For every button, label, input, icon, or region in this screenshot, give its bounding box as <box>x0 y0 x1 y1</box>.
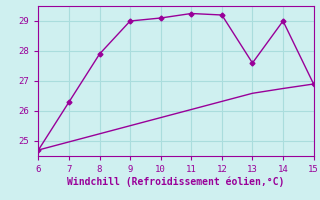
X-axis label: Windchill (Refroidissement éolien,°C): Windchill (Refroidissement éolien,°C) <box>67 177 285 187</box>
